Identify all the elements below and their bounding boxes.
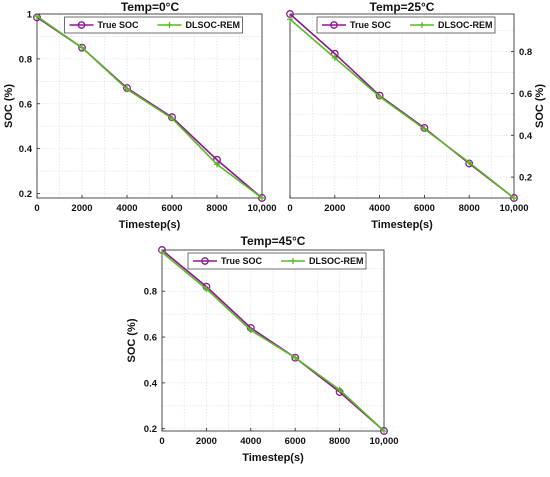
x-tick-label: 0 bbox=[34, 203, 39, 214]
legend: True SOC DLSOC-REM bbox=[316, 16, 496, 34]
axes-frame bbox=[36, 13, 263, 199]
y-tick-label: 0.4 bbox=[519, 131, 533, 142]
x-tick-label: 0 bbox=[159, 436, 164, 447]
y-tick-label: 1 bbox=[27, 10, 33, 21]
y-tick-label: 0.6 bbox=[144, 333, 157, 344]
y-axis-label: SOC (%) bbox=[534, 84, 546, 128]
chart-title: Temp=45°C bbox=[241, 234, 306, 248]
legend: True SOC DLSOC-REM bbox=[187, 252, 367, 270]
x-tick-label: 6000 bbox=[285, 436, 306, 447]
x-tick-label: 0 bbox=[287, 203, 292, 214]
data-point-true-soc bbox=[258, 194, 266, 202]
legend-marker-plus-icon bbox=[419, 22, 425, 28]
x-tick-label: 2000 bbox=[196, 436, 217, 447]
data-point-dlsoc-rem bbox=[376, 93, 383, 100]
y-tick-label: 0.6 bbox=[19, 99, 32, 110]
y-tick-label: 0.2 bbox=[19, 189, 32, 200]
x-tick-label: 10,000 bbox=[247, 203, 276, 214]
x-axis-label: Timestep(s) bbox=[242, 452, 304, 464]
chart-title: Temp=0°C bbox=[121, 0, 180, 14]
y-tick-label: 0.4 bbox=[144, 378, 158, 389]
data-point-dlsoc-rem bbox=[159, 249, 165, 256]
y-tick-label: 0.4 bbox=[19, 144, 33, 155]
legend-marker-circle-icon bbox=[330, 21, 338, 29]
data-point-true-soc bbox=[78, 43, 86, 52]
x-axis-label: Timestep(s) bbox=[371, 219, 433, 231]
data-point-dlsoc-rem bbox=[214, 161, 220, 168]
data-point-dlsoc-rem bbox=[292, 354, 299, 361]
data-point-dlsoc-rem bbox=[34, 13, 40, 20]
legend-label: True SOC bbox=[98, 20, 140, 30]
y-tick-label: 0.8 bbox=[519, 47, 532, 58]
y-axis-label: SOC (%) bbox=[126, 318, 138, 362]
data-point-dlsoc-rem bbox=[203, 285, 210, 292]
data-point-dlsoc-rem bbox=[331, 54, 338, 61]
data-point-true-soc bbox=[380, 427, 388, 435]
data-point-dlsoc-rem bbox=[381, 428, 387, 434]
legend-marker-plus-icon bbox=[290, 258, 296, 264]
x-tick-label: 8000 bbox=[329, 436, 350, 447]
axes-frame bbox=[161, 249, 385, 432]
legend-box bbox=[316, 16, 496, 34]
legend: True SOC DLSOC-REM bbox=[64, 16, 243, 34]
x-tick-label: 4000 bbox=[369, 203, 390, 214]
x-tick-label: 4000 bbox=[116, 203, 137, 214]
y-tick-label: 0.2 bbox=[144, 424, 157, 435]
x-tick-label: 2000 bbox=[324, 203, 345, 214]
legend-marker-circle-icon bbox=[77, 21, 86, 29]
data-point-dlsoc-rem bbox=[511, 195, 517, 201]
chart-title: Temp=25°C bbox=[370, 0, 435, 14]
data-point-true-soc bbox=[291, 353, 300, 362]
data-point-dlsoc-rem bbox=[79, 44, 85, 51]
legend-label: True SOC bbox=[350, 20, 392, 30]
series-line-true-soc bbox=[161, 249, 385, 432]
legend-box bbox=[187, 252, 367, 270]
legend-label: DLSOC-REM bbox=[186, 20, 241, 30]
legend-marker-circle-icon bbox=[201, 257, 209, 265]
x-axis-label: Timestep(s) bbox=[119, 219, 181, 231]
chart-2: 0 2000 4000 6000 8000 10,000 0.2 0.4 0.6 0.8 Temp=… bbox=[286, 0, 546, 231]
x-tick-label: 10,000 bbox=[369, 436, 398, 447]
series-line-dlsoc-rem bbox=[36, 15, 263, 199]
series-line-dlsoc-rem bbox=[289, 18, 515, 199]
x-tick-label: 6000 bbox=[414, 203, 435, 214]
y-tick-label: 0.2 bbox=[519, 173, 532, 184]
data-point-dlsoc-rem bbox=[466, 159, 473, 166]
data-point-dlsoc-rem bbox=[421, 126, 428, 132]
x-tick-label: 8000 bbox=[206, 203, 227, 214]
y-tick-label: 0.8 bbox=[19, 54, 32, 65]
x-tick-label: 6000 bbox=[161, 203, 182, 214]
data-point-dlsoc-rem bbox=[336, 386, 343, 393]
legend-label: DLSOC-REM bbox=[309, 256, 364, 266]
chart-3: 0 2000 4000 6000 8000 10,000 0.2 0.4 0.6 0.8 Temp=… bbox=[126, 234, 399, 464]
y-axis-label: SOC (%) bbox=[3, 84, 15, 128]
x-tick-label: 8000 bbox=[459, 203, 480, 214]
chart-1: 0 2000 4000 6000 8000 10,000 0.2 0.4 0.6 0.8 1 Temp… bbox=[3, 0, 277, 231]
legend-label: True SOC bbox=[221, 256, 263, 266]
legend-label: DLSOC-REM bbox=[438, 20, 493, 30]
legend-marker-plus-icon bbox=[166, 22, 173, 28]
data-point-dlsoc-rem bbox=[287, 16, 293, 23]
x-tick-label: 4000 bbox=[240, 436, 261, 447]
axes-frame bbox=[289, 13, 515, 199]
data-point-dlsoc-rem bbox=[169, 115, 175, 122]
y-tick-label: 0.8 bbox=[144, 287, 157, 298]
data-point-true-soc bbox=[510, 194, 518, 202]
data-point-dlsoc-rem bbox=[124, 86, 130, 93]
legend-box bbox=[64, 16, 243, 34]
y-tick-label: 0.6 bbox=[519, 89, 532, 100]
x-tick-label: 2000 bbox=[71, 203, 92, 214]
data-point-dlsoc-rem bbox=[247, 327, 254, 334]
x-tick-label: 10,000 bbox=[499, 203, 528, 214]
series-line-dlsoc-rem bbox=[161, 251, 385, 432]
data-point-dlsoc-rem bbox=[259, 195, 265, 201]
